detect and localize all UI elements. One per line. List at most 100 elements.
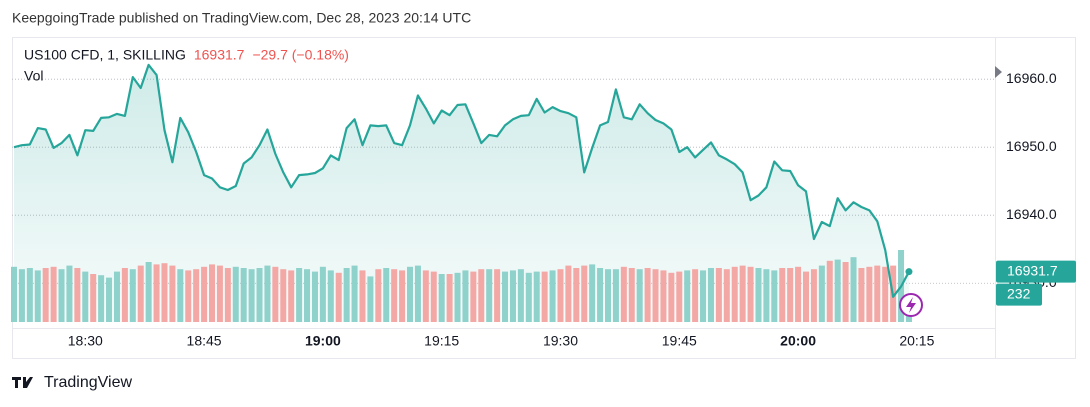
volume-bar bbox=[707, 268, 714, 322]
volume-bar bbox=[240, 268, 247, 322]
volume-bar bbox=[66, 265, 73, 322]
volume-bar bbox=[549, 270, 556, 322]
y-tick-label: 16950.0 bbox=[1006, 138, 1057, 154]
volume-bar bbox=[581, 265, 588, 322]
volume-bar bbox=[296, 268, 303, 322]
volume-bar bbox=[826, 260, 833, 322]
volume-bar bbox=[82, 271, 89, 322]
volume-bar bbox=[90, 274, 97, 322]
volume-bar bbox=[34, 270, 41, 322]
volume-tag-label: 232 bbox=[1007, 285, 1031, 301]
volume-bar bbox=[351, 265, 358, 322]
legend-symbol: US100 CFD, 1, SKILLING bbox=[24, 47, 186, 63]
volume-bar bbox=[18, 269, 25, 322]
y-tick-label: 16960.0 bbox=[1006, 70, 1057, 86]
volume-bar bbox=[779, 268, 786, 322]
volume-bar bbox=[288, 270, 295, 322]
volume-bar bbox=[818, 265, 825, 322]
volume-bar bbox=[628, 268, 635, 322]
volume-bar bbox=[216, 265, 223, 322]
brand: TradingView bbox=[44, 374, 132, 391]
x-tick-label: 18:45 bbox=[187, 333, 222, 349]
volume-bar bbox=[597, 268, 604, 322]
volume-bar bbox=[311, 271, 318, 322]
volume-bar bbox=[422, 270, 429, 322]
volume-bar bbox=[391, 269, 398, 322]
volume-bar bbox=[644, 268, 651, 322]
volume-bar bbox=[232, 266, 239, 322]
volume-bar bbox=[509, 270, 516, 322]
volume-bar bbox=[177, 269, 184, 322]
volume-bar bbox=[343, 268, 350, 322]
volume-bar bbox=[11, 266, 17, 322]
volume-bar bbox=[304, 269, 311, 322]
volume-bar bbox=[478, 269, 485, 322]
volume-bar bbox=[50, 266, 57, 322]
volume-bar bbox=[224, 268, 231, 322]
volume-bar bbox=[565, 265, 572, 322]
volume-tag bbox=[996, 283, 1042, 306]
volume-bar bbox=[153, 264, 160, 322]
volume-bar bbox=[517, 269, 524, 322]
volume-bar bbox=[715, 268, 722, 322]
volume-bar bbox=[446, 274, 453, 322]
volume-bar bbox=[256, 268, 263, 322]
volume-bar bbox=[375, 269, 382, 322]
volume-bar bbox=[486, 269, 493, 322]
volume-bar bbox=[723, 269, 730, 322]
header: KeepgoingTrade published on TradingView.… bbox=[12, 10, 471, 26]
volume-bar bbox=[185, 270, 192, 322]
x-tick-label: 19:45 bbox=[662, 333, 697, 349]
volume-bar bbox=[795, 266, 802, 322]
volume-bar bbox=[803, 271, 809, 322]
volume-bar bbox=[454, 272, 461, 322]
volume-bar bbox=[201, 266, 208, 322]
volume-bar bbox=[494, 269, 501, 322]
volume-bar bbox=[660, 270, 667, 322]
volume-bar bbox=[810, 269, 817, 322]
volume-bar bbox=[209, 264, 215, 322]
price-tag-label: 16931.7 bbox=[1007, 262, 1058, 278]
legend-last: 16931.7 bbox=[194, 47, 245, 63]
volume-bar bbox=[42, 268, 49, 322]
volume-bar bbox=[327, 270, 334, 322]
volume-bar bbox=[866, 266, 873, 322]
volume-bar bbox=[129, 269, 136, 322]
volume-bar bbox=[747, 266, 754, 322]
legend-volume: Vol bbox=[24, 68, 43, 84]
volume-bar bbox=[367, 276, 374, 322]
volume-bar bbox=[462, 270, 469, 322]
volume-bar bbox=[414, 265, 421, 322]
scroll-arrow bbox=[995, 66, 1002, 78]
volume-bar bbox=[335, 272, 342, 322]
x-tick-label: 18:30 bbox=[68, 333, 103, 349]
x-tick-label: 20:00 bbox=[780, 333, 816, 349]
volume-bar bbox=[882, 266, 889, 322]
volume-bar bbox=[98, 275, 105, 322]
volume-bar bbox=[573, 268, 580, 322]
volume-bar bbox=[557, 269, 564, 322]
logo-icon bbox=[12, 377, 33, 388]
volume-bar bbox=[589, 264, 596, 322]
volume-bar bbox=[113, 271, 120, 322]
volume-bar bbox=[755, 268, 762, 322]
volume-bar bbox=[692, 269, 699, 322]
x-tick-label: 20:15 bbox=[899, 333, 934, 349]
volume-bar bbox=[193, 269, 200, 322]
volume-bar bbox=[763, 269, 770, 322]
volume-bar bbox=[121, 268, 128, 322]
y-tick-label: 16940.0 bbox=[1006, 206, 1057, 222]
volume-bar bbox=[106, 277, 113, 322]
volume-bar bbox=[739, 265, 746, 322]
logo: TradingView bbox=[12, 374, 132, 391]
volume-bar bbox=[502, 271, 509, 322]
volume-bar bbox=[668, 272, 675, 322]
last-point bbox=[905, 268, 913, 276]
volume-bar bbox=[731, 266, 738, 322]
legend-change: −29.7 (−0.18%) bbox=[252, 47, 349, 63]
volume-bar bbox=[161, 263, 168, 322]
event-bolt bbox=[906, 297, 916, 313]
volume-bar bbox=[438, 274, 445, 322]
volume-bar bbox=[858, 268, 865, 322]
